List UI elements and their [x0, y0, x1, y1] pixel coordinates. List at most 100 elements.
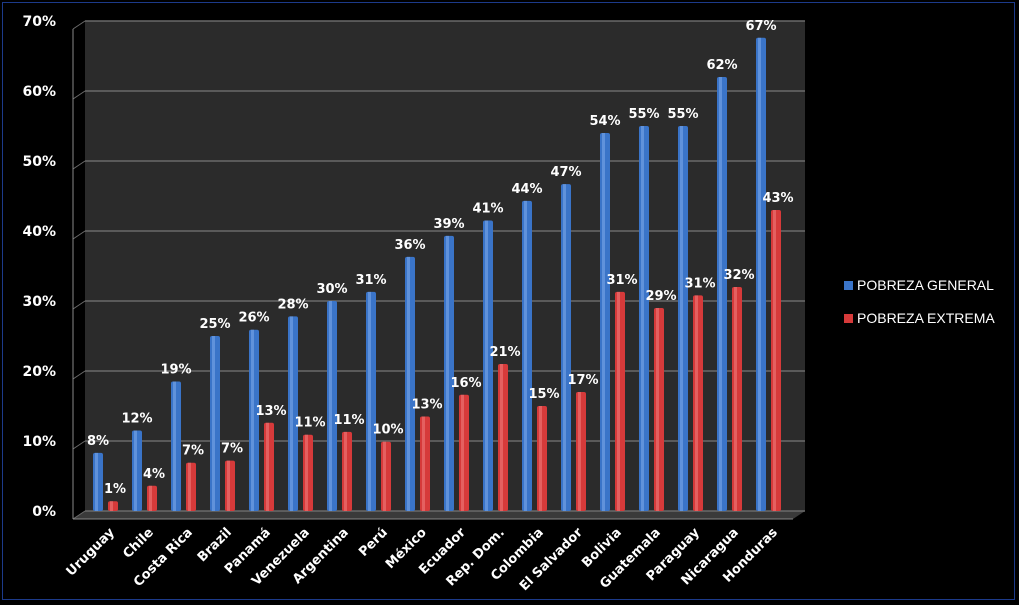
- y-tick-label: 70%: [22, 14, 56, 30]
- bar-extrema-highlight: [188, 462, 191, 511]
- gridline-depth: [72, 90, 86, 100]
- data-label-extrema: 13%: [255, 404, 286, 419]
- bar-general-highlight: [758, 37, 761, 512]
- data-label-general: 8%: [87, 434, 109, 449]
- bar-extrema-highlight: [227, 460, 230, 511]
- x-tick-label: Uruguay: [64, 525, 119, 580]
- x-tick-label: Perú: [356, 525, 391, 560]
- bar-extrema-highlight: [500, 364, 503, 511]
- bar-general-highlight: [680, 126, 683, 511]
- bar-extrema-highlight: [773, 210, 776, 511]
- data-label-general: 30%: [316, 282, 347, 297]
- data-label-general: 47%: [550, 165, 581, 180]
- plot-floor: [73, 511, 805, 519]
- data-label-general: 25%: [199, 317, 230, 332]
- legend-item-general: POBREZA GENERAL: [844, 277, 994, 293]
- data-label-general: 31%: [355, 273, 386, 288]
- data-label-general: 67%: [745, 19, 776, 34]
- data-label-general: 62%: [706, 58, 737, 73]
- data-label-general: 36%: [394, 238, 425, 253]
- bar-extrema-highlight: [266, 422, 269, 511]
- data-label-general: 55%: [628, 107, 659, 122]
- bar-extrema-highlight: [305, 434, 308, 511]
- gridline-depth: [72, 300, 86, 310]
- data-label-general: 12%: [121, 412, 152, 427]
- gridline-depth: [72, 230, 86, 240]
- data-label-extrema: 4%: [143, 467, 165, 482]
- data-label-extrema: 43%: [762, 191, 793, 206]
- bar-general-highlight: [719, 77, 722, 511]
- legend-item-extrema: POBREZA EXTREMA: [844, 310, 995, 326]
- y-tick-label: 40%: [22, 224, 56, 240]
- bar-general-highlight: [446, 235, 449, 511]
- bar-extrema-highlight: [383, 441, 386, 511]
- bar-extrema-highlight: [695, 295, 698, 511]
- bar-general-highlight: [212, 336, 215, 511]
- data-label-extrema: 13%: [411, 398, 442, 413]
- legend-label-general: POBREZA GENERAL: [857, 277, 994, 293]
- data-label-extrema: 15%: [528, 387, 559, 402]
- data-label-general: 39%: [433, 217, 464, 232]
- bar-general-highlight: [485, 220, 488, 511]
- data-label-extrema: 1%: [104, 482, 126, 497]
- data-label-extrema: 11%: [333, 413, 364, 428]
- bar-general-highlight: [368, 291, 371, 511]
- y-tick-label: 30%: [22, 294, 56, 310]
- data-label-extrema: 31%: [606, 273, 637, 288]
- data-label-extrema: 10%: [372, 423, 403, 438]
- data-label-extrema: 29%: [645, 289, 676, 304]
- x-tick-label: Chile: [120, 525, 157, 562]
- legend-swatch-extrema: [844, 313, 853, 323]
- data-label-general: 41%: [472, 202, 503, 217]
- data-label-extrema: 7%: [182, 444, 204, 459]
- data-label-general: 44%: [511, 182, 542, 197]
- data-label-extrema: 17%: [567, 373, 598, 388]
- y-tick-label: 60%: [22, 84, 56, 100]
- bar-general-highlight: [602, 133, 605, 511]
- data-label-extrema: 11%: [294, 416, 325, 431]
- bar-general-highlight: [407, 256, 410, 511]
- gridline-depth: [72, 370, 86, 380]
- bar-extrema-highlight: [734, 287, 737, 511]
- bar-extrema-highlight: [461, 394, 464, 511]
- bar-extrema-highlight: [149, 485, 152, 511]
- data-label-general: 26%: [238, 311, 269, 326]
- bar-extrema-highlight: [617, 291, 620, 511]
- bar-general-highlight: [173, 381, 176, 511]
- gridline-depth: [72, 510, 86, 520]
- data-label-extrema: 21%: [489, 345, 520, 360]
- data-label-general: 19%: [160, 363, 191, 378]
- legend-swatch-general: [844, 280, 853, 290]
- y-tick-label: 20%: [22, 364, 56, 380]
- bar-general-highlight: [524, 200, 527, 511]
- data-label-extrema: 7%: [221, 442, 243, 457]
- bar-extrema-highlight: [578, 392, 581, 511]
- gridline-depth: [72, 440, 86, 450]
- bar-general-highlight: [95, 452, 98, 511]
- data-label-extrema: 16%: [450, 376, 481, 391]
- bar-general-highlight: [251, 329, 254, 511]
- bar-general-highlight: [641, 126, 644, 511]
- bar-extrema-highlight: [344, 431, 347, 511]
- bar-general-highlight: [329, 301, 332, 511]
- y-tick-label: 50%: [22, 154, 56, 170]
- data-label-general: 28%: [277, 297, 308, 312]
- y-tick-label: 10%: [22, 434, 56, 450]
- legend-label-extrema: POBREZA EXTREMA: [857, 310, 995, 326]
- bar-general-highlight: [563, 184, 566, 511]
- y-tick-label: 0%: [32, 504, 56, 520]
- poverty-bar-chart: 0% 10% 20% 30% 40% 50% 60% 70% 8% 1% Uruguay 12% 4% C…: [22, 14, 805, 594]
- bar-extrema-highlight: [656, 308, 659, 511]
- bar-general-highlight: [134, 430, 137, 511]
- data-label-general: 54%: [589, 114, 620, 129]
- gridline-depth: [72, 160, 86, 170]
- data-label-extrema: 31%: [684, 276, 715, 291]
- bar-extrema-highlight: [422, 416, 425, 511]
- data-label-extrema: 32%: [723, 268, 754, 283]
- gridline-depth: [72, 20, 86, 30]
- bar-extrema-highlight: [539, 406, 542, 511]
- data-label-general: 55%: [667, 107, 698, 122]
- bar-extrema-highlight: [110, 501, 113, 511]
- bar-general-highlight: [290, 316, 293, 511]
